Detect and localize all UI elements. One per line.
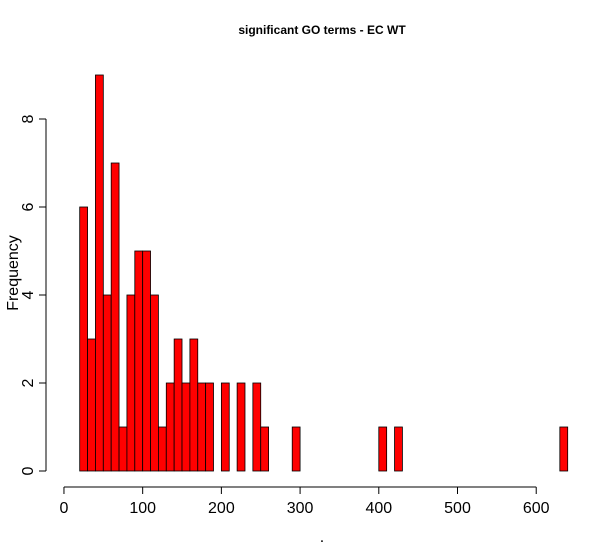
x-tick-label: 0 [60, 500, 69, 517]
y-tick-label: 2 [20, 378, 37, 387]
y-tick-label: 4 [20, 290, 37, 299]
bar [110, 162, 120, 472]
bar [165, 382, 175, 472]
bar [220, 382, 230, 472]
bar [87, 338, 96, 472]
x-tick-label: 200 [208, 500, 235, 517]
x-tick-label: 400 [365, 500, 392, 517]
x-tick-label: 600 [523, 500, 550, 517]
bar [95, 74, 104, 472]
x-tick-label: 100 [129, 500, 156, 517]
bar [102, 294, 112, 472]
bar [158, 426, 167, 472]
bar [394, 426, 403, 472]
bar [142, 250, 151, 472]
x-axis-label: . [320, 529, 324, 546]
bar [118, 426, 128, 472]
bar [252, 382, 262, 472]
bar [197, 382, 207, 472]
bar [79, 206, 88, 472]
y-tick-label: 8 [20, 114, 37, 123]
bar [181, 382, 191, 472]
bar [378, 426, 388, 472]
bar [173, 338, 183, 472]
y-tick-label: 6 [20, 202, 37, 211]
bar [150, 294, 159, 472]
bar [236, 382, 246, 472]
y-tick-label: 0 [20, 466, 37, 475]
bar [189, 338, 199, 472]
bar [205, 382, 214, 472]
bar [291, 426, 301, 472]
y-axis-label: Frequency [5, 235, 22, 311]
bar [134, 250, 144, 472]
x-tick-label: 300 [287, 500, 314, 517]
bar [260, 426, 270, 472]
chart-title: significant GO terms - EC WT [238, 23, 406, 37]
x-tick-label: 500 [444, 500, 471, 517]
bar [559, 426, 569, 472]
bar [126, 294, 136, 472]
